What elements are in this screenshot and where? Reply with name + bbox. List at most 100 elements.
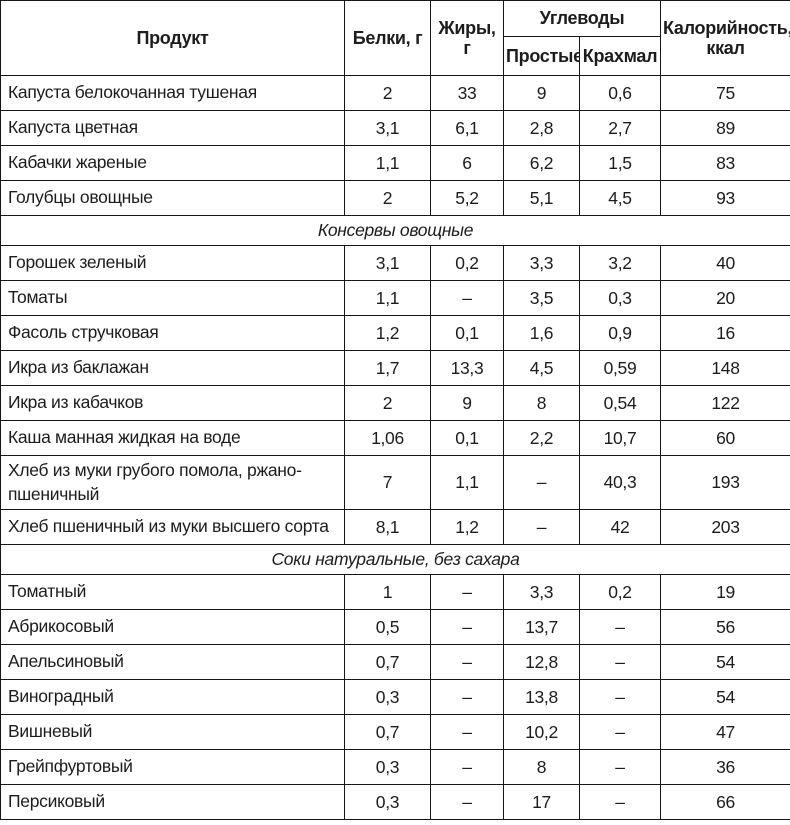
- section-label: Консервы овощные: [0, 215, 790, 246]
- cell-carbs-starch: 0,9: [578, 315, 662, 351]
- cell-calories: 56: [660, 609, 790, 646]
- cell-fat: –: [430, 714, 504, 751]
- cell-protein: 7: [344, 454, 431, 511]
- cell-protein: 1,06: [344, 420, 431, 456]
- cell-carbs-starch: –: [578, 679, 662, 716]
- cell-protein: 1: [344, 574, 431, 611]
- cell-product: Хлеб пшеничный из муки высшего сорта: [0, 509, 345, 546]
- header-fat: Жиры, г: [430, 0, 504, 76]
- header-carbs: Углеводы: [502, 0, 662, 37]
- cell-carbs-simple: 9: [503, 75, 580, 111]
- cell-fat: 0,1: [430, 315, 504, 351]
- cell-carbs-simple: 17: [503, 784, 580, 821]
- cell-protein: 0,5: [344, 609, 431, 646]
- table-row: Капуста цветная 3,1 6,1 2,8 2,7 89: [0, 110, 790, 146]
- cell-carbs-starch: 3,2: [578, 245, 662, 281]
- cell-calories: 66: [660, 784, 790, 821]
- cell-carbs-simple: 10,2: [503, 714, 580, 751]
- cell-carbs-starch: –: [578, 644, 662, 681]
- section-row: Соки натуральные, без сахара: [0, 544, 790, 576]
- table-header: Продукт Белки, г Жиры, г Углеводы Калори…: [0, 0, 790, 76]
- cell-protein: 1,2: [344, 315, 431, 351]
- cell-carbs-starch: 2,7: [578, 110, 662, 146]
- cell-calories: 54: [660, 644, 790, 681]
- cell-protein: 8,1: [344, 509, 431, 546]
- header-row-sub: Простые Крахмал: [1, 36, 790, 76]
- section-label: Соки натуральные, без сахара: [0, 544, 790, 576]
- cell-carbs-simple: 3,5: [503, 280, 580, 316]
- cell-calories: 122: [660, 385, 790, 421]
- cell-carbs-starch: –: [578, 609, 662, 646]
- cell-product: Икра из кабачков: [0, 385, 345, 421]
- cell-carbs-starch: –: [578, 714, 662, 751]
- cell-protein: 2: [344, 180, 431, 216]
- table-row: Грейпфуртовый 0,3–8–36: [0, 749, 790, 786]
- cell-product: Фасоль стручковая: [0, 315, 345, 351]
- cell-carbs-starch: 40,3: [578, 454, 662, 511]
- cell-product: Капуста белокочанная тушеная: [0, 75, 345, 111]
- table-row: Апельсиновый 0,7–12,8–54: [0, 644, 790, 681]
- cell-fat: 13,3: [430, 350, 504, 386]
- table-row: Томатный 1–3,3 0,2 19: [0, 574, 790, 611]
- cell-fat: 33: [430, 75, 504, 111]
- cell-calories: 19: [660, 574, 790, 611]
- cell-product: Капуста цветная: [0, 110, 345, 146]
- cell-carbs-starch: 0,6: [578, 75, 662, 111]
- cell-carbs-starch: 0,3: [578, 280, 662, 316]
- cell-product: Кабачки жареные: [0, 145, 345, 181]
- cell-protein: 3,1: [344, 245, 431, 281]
- cell-calories: 40: [660, 245, 790, 281]
- cell-fat: –: [430, 574, 504, 611]
- cell-product: Горошек зеленый: [0, 245, 345, 281]
- table-row: Хлеб пшеничный из муки высшего сорта 8,1 1…: [0, 509, 790, 546]
- cell-calories: 60: [660, 420, 790, 456]
- cell-protein: 2: [344, 75, 431, 111]
- table-row: Виноградный 0,3–13,8–54: [0, 679, 790, 716]
- header-product: Продукт: [0, 0, 345, 76]
- cell-calories: 148: [660, 350, 790, 386]
- cell-carbs-simple: 8: [503, 749, 580, 786]
- cell-product: Персиковый: [0, 784, 345, 821]
- cell-product: Апельсиновый: [0, 644, 345, 681]
- cell-fat: 1,2: [430, 509, 504, 546]
- cell-fat: –: [430, 609, 504, 646]
- cell-protein: 2: [344, 385, 431, 421]
- table-row: Вишневый 0,7–10,2–47: [0, 714, 790, 751]
- cell-calories: 75: [660, 75, 790, 111]
- cell-fat: 6,1: [430, 110, 504, 146]
- cell-product: Виноградный: [0, 679, 345, 716]
- cell-calories: 203: [660, 509, 790, 546]
- cell-protein: 1,1: [344, 280, 431, 316]
- cell-product: Икра из баклажан: [0, 350, 345, 386]
- cell-carbs-simple: 13,8: [503, 679, 580, 716]
- cell-protein: 1,1: [344, 145, 431, 181]
- cell-carbs-simple: 6,2: [503, 145, 580, 181]
- table-row: Томаты 1,1–3,5 0,3 20: [0, 280, 790, 316]
- table-row: Хлеб из муки грубого помола, ржано- пшен…: [0, 454, 790, 511]
- cell-calories: 47: [660, 714, 790, 751]
- cell-protein: 0,7: [344, 714, 431, 751]
- cell-calories: 16: [660, 315, 790, 351]
- cell-carbs-simple: 5,1: [503, 180, 580, 216]
- cell-carbs-simple: 12,8: [503, 644, 580, 681]
- table-row: Абрикосовый 0,5–13,7–56: [0, 609, 790, 646]
- cell-calories: 89: [660, 110, 790, 146]
- cell-carbs-simple: 13,7: [503, 609, 580, 646]
- cell-calories: 93: [660, 180, 790, 216]
- cell-product: Каша манная жидкая на воде: [0, 420, 345, 456]
- cell-carbs-starch: 10,7: [578, 420, 662, 456]
- cell-carbs-starch: 4,5: [578, 180, 662, 216]
- cell-fat: –: [430, 679, 504, 716]
- cell-protein: 0,7: [344, 644, 431, 681]
- table-row: Фасоль стручковая 1,2 0,1 1,6 0,9 16: [0, 315, 790, 351]
- cell-carbs-starch: 0,59: [578, 350, 662, 386]
- cell-fat: –: [430, 644, 504, 681]
- cell-calories: 193: [660, 454, 790, 511]
- table-row: Кабачки жареные 1,1 6 6,2 1,5 83: [0, 145, 790, 181]
- cell-product: Томаты: [0, 280, 345, 316]
- cell-calories: 54: [660, 679, 790, 716]
- cell-fat: 6: [430, 145, 504, 181]
- table-row: Горошек зеленый 3,1 0,2 3,3 3,2 40: [0, 245, 790, 281]
